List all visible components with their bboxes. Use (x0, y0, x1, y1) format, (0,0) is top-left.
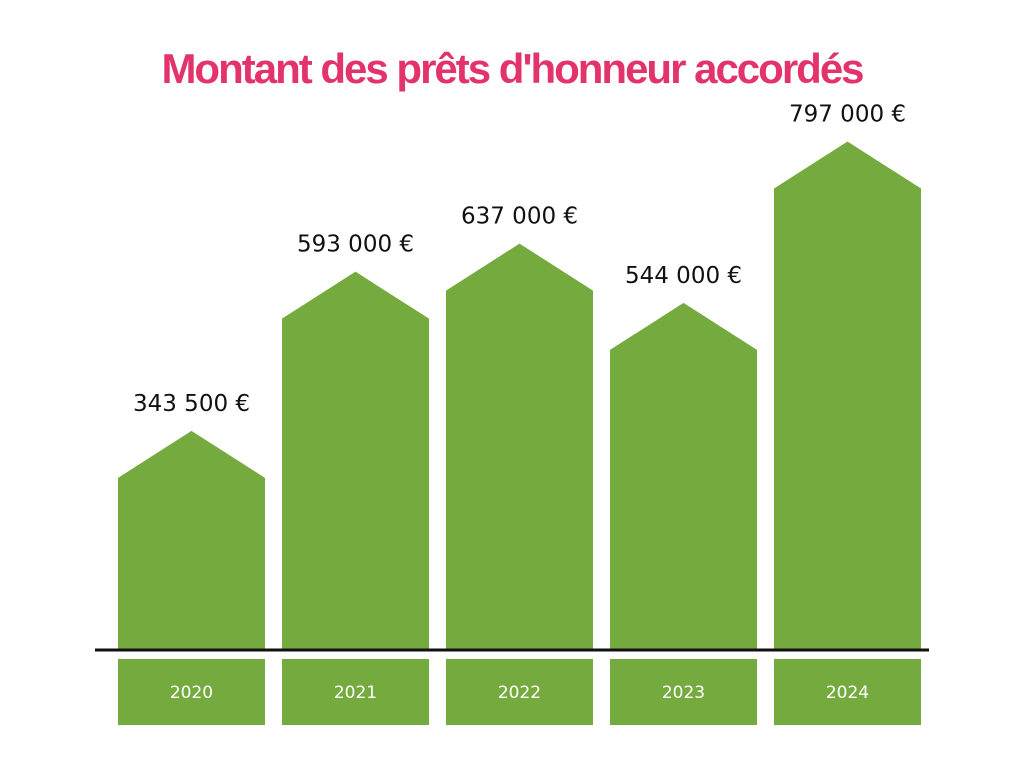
year-box-2024 (774, 659, 921, 725)
bar-2021 (282, 271, 429, 650)
year-labels-layer: 2020 2021 2022 2023 2024 (118, 659, 921, 725)
bar-2023 (610, 302, 757, 650)
year-label-2024: 2024 (826, 683, 869, 703)
year-box-2021 (282, 659, 429, 725)
value-label-2020: 343 500 € (133, 391, 250, 417)
bar-2020 (118, 430, 265, 650)
value-label-2024: 797 000 € (789, 102, 906, 128)
bars-layer (118, 141, 921, 650)
year-box-2023 (610, 659, 757, 725)
bar-2022 (446, 243, 593, 650)
year-box-2020 (118, 659, 265, 725)
year-label-2022: 2022 (498, 683, 541, 703)
chart-title: Montant des prêts d'honneur accordés (161, 45, 864, 92)
value-label-2023: 544 000 € (625, 263, 742, 289)
bar-2024 (774, 141, 921, 650)
year-label-2023: 2023 (662, 683, 705, 703)
value-label-2022: 637 000 € (461, 204, 578, 230)
year-label-2020: 2020 (170, 683, 213, 703)
value-labels-layer: 343 500 € 593 000 € 637 000 € 544 000 € 797 … (133, 102, 906, 417)
year-label-2021: 2021 (334, 683, 377, 703)
value-label-2021: 593 000 € (297, 232, 414, 258)
year-box-2022 (446, 659, 593, 725)
